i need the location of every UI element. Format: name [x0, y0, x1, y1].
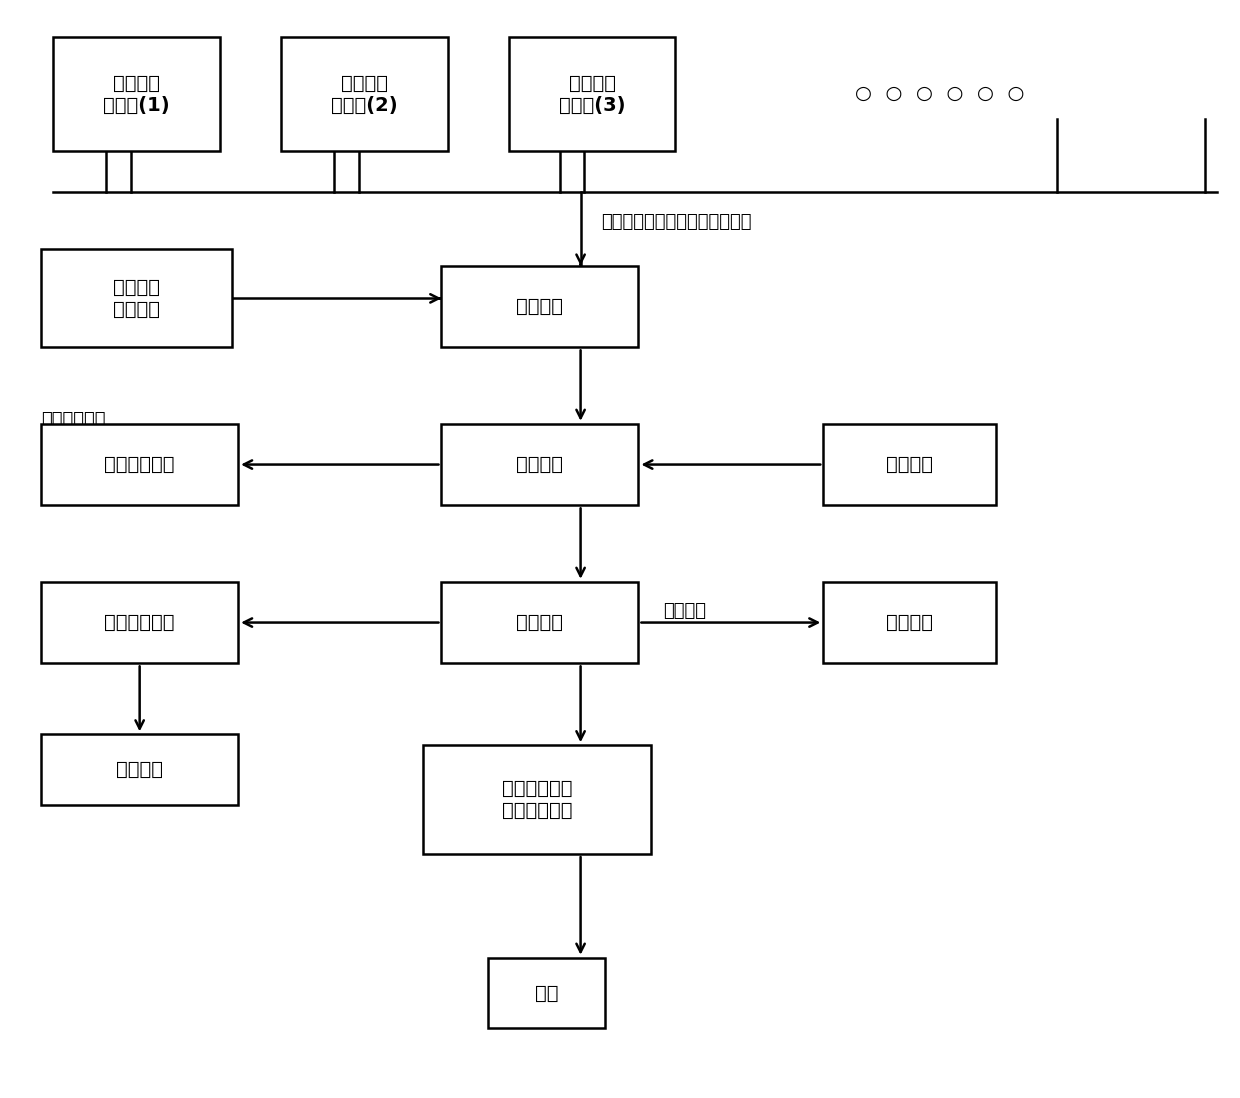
Bar: [823, 424, 996, 505]
Bar: [281, 37, 448, 152]
Text: 智能变形
位移计(2): 智能变形 位移计(2): [331, 74, 398, 114]
Bar: [41, 735, 238, 805]
Text: 数据采集: 数据采集: [516, 298, 563, 316]
Bar: [441, 582, 639, 663]
Text: 智能变形
位移计(3): 智能变形 位移计(3): [559, 74, 625, 114]
Text: 智能数据
采集开始: 智能数据 采集开始: [113, 278, 160, 318]
Bar: [823, 582, 996, 663]
Text: 智能变形
位移计(1): 智能变形 位移计(1): [103, 74, 170, 114]
Text: 数据显示: 数据显示: [117, 760, 164, 780]
Text: 测点识别: 测点识别: [885, 455, 932, 474]
Text: ○  ○  ○  ○  ○  ○: ○ ○ ○ ○ ○ ○: [856, 85, 1025, 103]
Bar: [441, 266, 639, 347]
Bar: [510, 37, 676, 152]
Text: 数据传输（电缆、光纤、无线）: 数据传输（电缆、光纤、无线）: [601, 213, 751, 232]
Bar: [423, 746, 651, 854]
Bar: [41, 249, 232, 347]
Bar: [41, 424, 238, 505]
Text: 原始数据保存: 原始数据保存: [104, 455, 175, 474]
Text: 测点报警: 测点报警: [885, 613, 932, 632]
Text: 数据异常: 数据异常: [663, 602, 706, 620]
Bar: [489, 957, 605, 1029]
Text: 数据分析: 数据分析: [516, 613, 563, 632]
Bar: [441, 424, 639, 505]
Bar: [41, 582, 238, 663]
Text: 数据采集开始: 数据采集开始: [41, 412, 105, 429]
Text: 数据处理: 数据处理: [516, 455, 563, 474]
Text: 是否下达下一
数据采集指令: 是否下达下一 数据采集指令: [502, 780, 572, 820]
Text: 分析数据保存: 分析数据保存: [104, 613, 175, 632]
Bar: [53, 37, 219, 152]
Text: 结束: 结束: [534, 984, 558, 1002]
